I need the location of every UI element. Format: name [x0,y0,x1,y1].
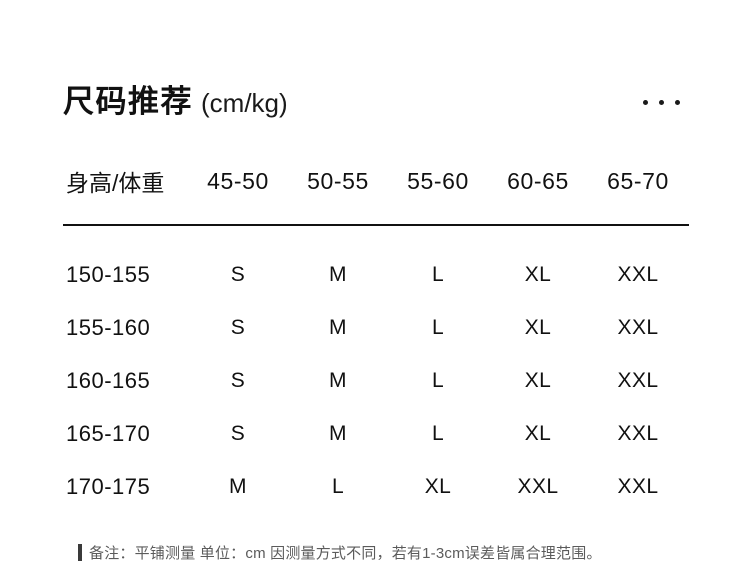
ellipsis-dot-2 [659,100,664,105]
size-cell: XXL [617,421,659,445]
size-cell: L [331,474,345,498]
row-label-height: 160-165 [66,367,151,393]
table-header-row: 身高/体重 45-50 50-55 55-60 60-65 65-70 [63,160,688,202]
row-label-height: 150-155 [66,261,151,287]
size-cell: S [230,262,246,286]
title-block: 尺码推荐 (cm/kg) [63,86,688,134]
row-label-height: 170-175 [66,473,151,499]
table-row: 160-165 S M L XL XXL [63,354,688,407]
size-cell: S [230,315,246,339]
header-divider [63,224,689,226]
ellipsis-dot-1 [643,100,648,105]
size-cell: M [329,421,347,445]
size-cell: M [229,474,247,498]
size-cell: M [329,315,347,339]
size-cell: XL [524,368,552,392]
footer-note: 备注：平铺测量 单位：cm 因测量方式不同，若有1-3cm误差皆属合理范围。 [78,541,602,563]
size-cell: S [230,421,246,445]
size-cell: XXL [517,474,559,498]
size-cell: M [329,262,347,286]
table-row: 165-170 S M L XL XXL [63,407,688,460]
column-header-55-60: 55-60 [407,167,469,194]
size-table-body: 150-155 S M L XL XXL 155-160 S M L XL XX… [63,248,688,513]
table-row: 150-155 S M L XL XXL [63,248,688,301]
column-header-height-weight: 身高/体重 [66,170,165,196]
table-row: 170-175 M L XL XXL XXL [63,460,688,513]
size-cell: XXL [617,368,659,392]
column-header-65-70: 65-70 [607,167,669,194]
size-cell: XXL [617,474,659,498]
note-accent-bar [78,543,82,561]
row-label-height: 155-160 [66,314,151,340]
note-text: 备注：平铺测量 单位：cm 因测量方式不同，若有1-3cm误差皆属合理范围。 [89,544,602,562]
size-cell: XL [424,474,452,498]
size-table-header: 身高/体重 45-50 50-55 55-60 60-65 65-70 [63,160,688,202]
ellipsis-horizontal-icon[interactable] [643,100,680,105]
size-cell: XL [524,315,552,339]
column-header-45-50: 45-50 [207,167,269,194]
size-cell: M [329,368,347,392]
ellipsis-dot-3 [675,100,680,105]
size-cell: XXL [617,262,659,286]
size-cell: XL [524,262,552,286]
row-label-height: 165-170 [66,420,151,446]
table-row: 155-160 S M L XL XXL [63,301,688,354]
size-cell: XXL [617,315,659,339]
size-cell: L [431,262,445,286]
size-cell: L [431,315,445,339]
size-cell: L [431,368,445,392]
column-header-50-55: 50-55 [307,167,369,194]
size-cell: L [431,421,445,445]
page-title-unit: (cm/kg) [201,88,288,118]
page-title: 尺码推荐 [63,84,193,119]
size-cell: XL [524,421,552,445]
column-header-60-65: 60-65 [507,167,569,194]
size-cell: S [230,368,246,392]
